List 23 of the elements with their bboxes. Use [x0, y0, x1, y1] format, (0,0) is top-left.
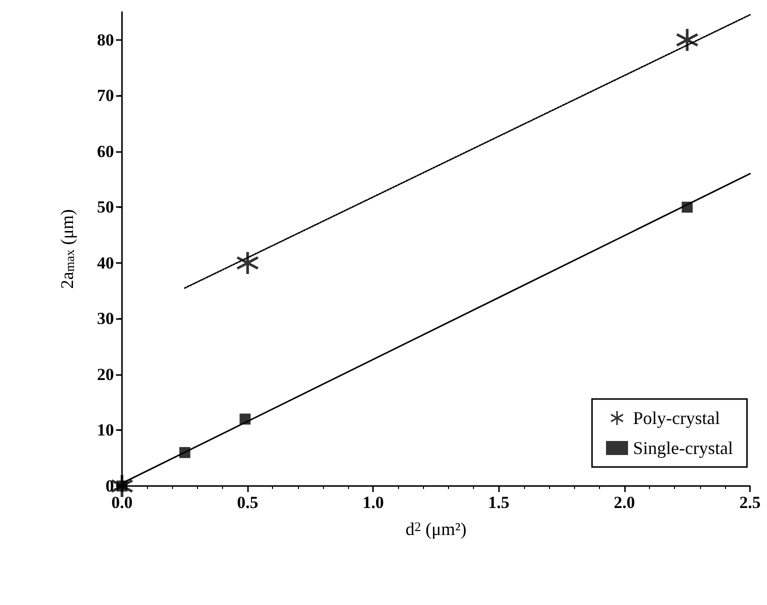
- y-tick-label: 0: [106, 476, 114, 496]
- legend-label: Single-crystal: [633, 438, 734, 458]
- y-tick-label: 20: [97, 364, 114, 384]
- y-tick-label: 50: [97, 198, 114, 217]
- point: [676, 28, 698, 51]
- x-tick-label: 2.5: [739, 493, 761, 512]
- point: [682, 202, 693, 213]
- point: [240, 414, 251, 425]
- x-tick-label: 1.5: [488, 493, 510, 512]
- x-tick-label: 0.0: [111, 493, 133, 512]
- point: [236, 252, 259, 274]
- y-tick-label: 60: [97, 142, 114, 161]
- y-tick-label: 80: [97, 30, 114, 50]
- y-tick-label: 70: [97, 86, 114, 106]
- y-tick-label: 10: [97, 420, 114, 440]
- x-tick-label: 0.5: [236, 493, 258, 512]
- y-tick-label: 30: [97, 309, 114, 328]
- y-tick-label: 40: [97, 253, 114, 272]
- x-tick-label: 2.0: [614, 493, 636, 512]
- y-axis-title: 2amax (μm): [57, 209, 77, 289]
- point: [179, 447, 190, 458]
- x-tick-label: 1.0: [362, 493, 384, 512]
- legend-label: Poly-crystal: [633, 408, 720, 428]
